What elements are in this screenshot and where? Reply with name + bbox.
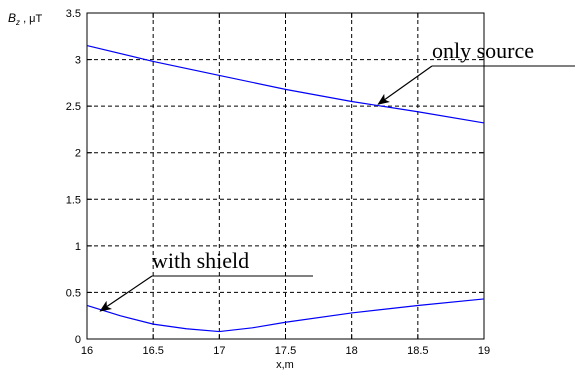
series-group <box>86 45 485 333</box>
y-tick-label: 0.5 <box>66 287 81 299</box>
grid-lines <box>87 13 484 339</box>
annotation-only-source-arrow <box>377 65 433 105</box>
x-tick-label: 17.5 <box>275 345 296 357</box>
series-line-only-source <box>86 45 485 124</box>
annotations: only source with shield <box>99 38 575 312</box>
y-tick-label: 2 <box>75 148 81 160</box>
series-line-with-shield <box>86 298 485 333</box>
annotation-with-shield-arrow <box>99 275 153 312</box>
x-tick-label: 18 <box>346 345 358 357</box>
x-axis-label: x,m <box>276 359 294 371</box>
x-tick-label: 16 <box>81 345 93 357</box>
y-tick-label: 1.5 <box>66 194 81 206</box>
x-tick-label: 16.5 <box>142 345 163 357</box>
x-tick-label: 17 <box>213 345 225 357</box>
y-tick-label: 1 <box>75 241 81 253</box>
y-axis-ticks: 0 0.5 1 1.5 2 2.5 3 3.5 <box>66 8 484 346</box>
x-tick-label: 19 <box>478 345 490 357</box>
y-tick-label: 2.5 <box>66 101 81 113</box>
y-axis-label: Bz , μT <box>8 11 43 27</box>
y-tick-label: 3 <box>75 55 81 67</box>
annotation-only-source: only source <box>432 38 534 63</box>
y-tick-label: 0 <box>75 334 81 346</box>
annotation-with-shield: with shield <box>152 248 249 273</box>
x-axis-ticks: 16 16.5 17 17.5 18 18.5 19 <box>81 13 490 357</box>
y-tick-label: 3.5 <box>66 8 81 20</box>
x-tick-label: 18.5 <box>407 345 428 357</box>
